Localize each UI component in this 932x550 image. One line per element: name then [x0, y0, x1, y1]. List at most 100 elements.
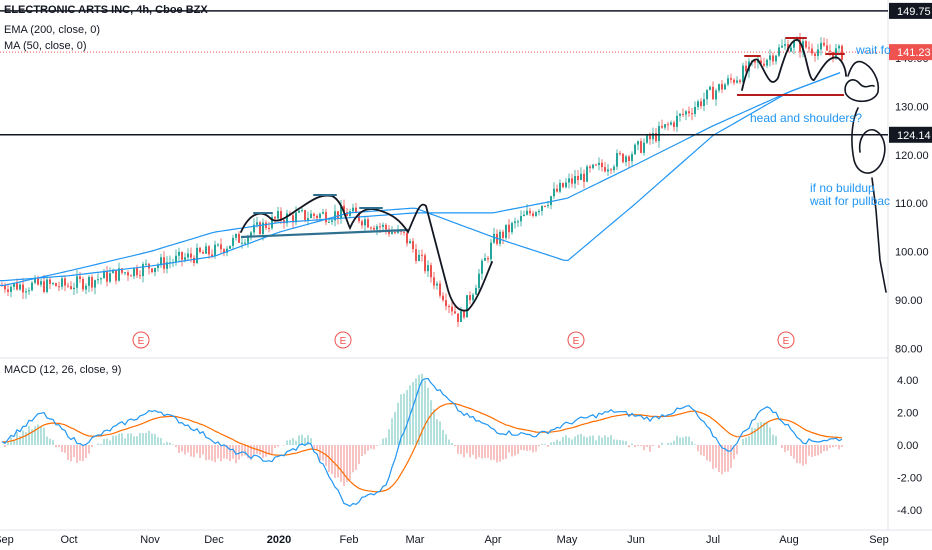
- candle-body: [481, 260, 483, 274]
- annotation-text-2: head and shoulders?: [750, 111, 862, 125]
- macd-histogram-bar: [223, 445, 225, 459]
- candle-body: [487, 258, 489, 260]
- projected-down-line: [871, 177, 887, 293]
- macd-histogram-bar: [241, 445, 243, 457]
- candle-body: [409, 241, 411, 244]
- annotations: wait fo head and shoulders? if no buildupw…: [240, 37, 891, 312]
- candle-body: [430, 265, 432, 278]
- macd-histogram-bar: [598, 435, 600, 445]
- candle-body: [754, 60, 756, 63]
- candle-body: [226, 248, 228, 253]
- candle-body: [784, 44, 786, 46]
- macd-histogram-bar: [838, 445, 840, 450]
- macd-histogram-bar: [478, 445, 480, 458]
- macd-histogram-bar: [718, 445, 720, 473]
- candle-body: [736, 80, 738, 83]
- candle-body: [127, 272, 129, 276]
- macd-legend[interactable]: MACD (12, 26, close, 9): [4, 364, 122, 376]
- candle-body: [613, 166, 615, 170]
- candle-body: [505, 224, 507, 238]
- macd-histogram-bar: [601, 437, 603, 445]
- candle-body: [328, 221, 330, 223]
- macd-histogram-bar: [493, 445, 495, 460]
- candle-body: [196, 247, 198, 264]
- candle-body: [790, 47, 792, 52]
- candle-body: [565, 182, 567, 188]
- macd-histogram-bar: [58, 445, 60, 447]
- macd-histogram-bar: [625, 441, 627, 445]
- macd-histogram-bar: [202, 445, 204, 455]
- candle-body: [445, 300, 447, 307]
- candle-body: [31, 282, 33, 291]
- macd-histogram-bar: [385, 437, 387, 445]
- macd-histogram-bar: [454, 445, 456, 447]
- candle-body: [538, 210, 540, 213]
- macd-histogram-bar: [25, 432, 27, 445]
- macd-histogram-bar: [796, 445, 798, 463]
- macd-histogram-bar: [307, 435, 309, 445]
- macd-histogram-bar: [112, 435, 114, 445]
- candle-body: [202, 252, 204, 254]
- macd-histogram-bar: [205, 445, 207, 461]
- last-price-badge: [889, 44, 932, 61]
- candle-body: [394, 232, 396, 234]
- candle-body: [760, 60, 762, 64]
- candle-body: [361, 221, 363, 226]
- macd-histogram-bar: [769, 427, 771, 445]
- candle-body: [274, 216, 276, 219]
- candle-body: [781, 45, 783, 48]
- candle-body: [832, 51, 834, 59]
- macd-histogram-bar: [505, 445, 507, 459]
- candle-body: [373, 227, 375, 230]
- macd-histogram-bar: [451, 443, 453, 445]
- candle-body: [625, 156, 627, 163]
- macd-histogram-bar: [580, 433, 582, 445]
- candle-body: [610, 169, 612, 171]
- macd-histogram-bar: [706, 445, 708, 461]
- candle-body: [298, 210, 300, 213]
- macd-histogram-bar: [595, 440, 597, 445]
- ema-legend[interactable]: EMA (200, close, 0): [4, 24, 100, 36]
- candle-body: [103, 270, 105, 279]
- candle-body: [94, 280, 96, 288]
- candle-body: [118, 268, 120, 281]
- macd-histogram-bar: [298, 435, 300, 445]
- candle-body: [406, 232, 408, 244]
- macd-histogram-bar: [520, 445, 522, 450]
- candle-body: [295, 212, 297, 223]
- candle-body: [763, 63, 765, 66]
- macd-histogram-bar: [358, 445, 360, 465]
- macd-histogram-bar: [607, 437, 609, 445]
- earnings-marker-label: E: [783, 336, 790, 347]
- candle-body: [442, 295, 444, 301]
- macd-histogram-bar: [832, 445, 834, 448]
- candle-body: [310, 213, 312, 219]
- level-price-label: 124.14: [897, 130, 931, 142]
- macd-histogram-bar: [619, 440, 621, 445]
- macd-histogram-bar: [535, 445, 537, 452]
- macd-histogram-bar: [565, 435, 567, 445]
- candle-body: [166, 262, 168, 269]
- candle-body: [649, 135, 651, 140]
- candle-body: [775, 55, 777, 62]
- macd-histogram-bar: [517, 445, 519, 455]
- candle-body: [64, 278, 66, 286]
- ma-legend[interactable]: MA (50, close, 0): [4, 40, 87, 52]
- macd-histogram-bar: [445, 434, 447, 445]
- candle-body: [511, 222, 513, 233]
- macd-histogram-bar: [637, 445, 639, 446]
- macd-tick-label: -2.00: [897, 472, 922, 484]
- candle-body: [571, 178, 573, 184]
- neckline-1: [240, 228, 409, 239]
- macd-histogram-bar: [676, 435, 678, 445]
- candle-body: [697, 101, 699, 107]
- candle-body: [619, 153, 621, 155]
- macd-histogram-bar: [367, 445, 369, 451]
- macd-histogram-bar: [301, 434, 303, 445]
- candle-body: [688, 111, 690, 114]
- candle-body: [451, 306, 453, 312]
- macd-histogram-bar: [286, 440, 288, 445]
- candle-body: [655, 133, 657, 142]
- macd-histogram-bar: [628, 445, 630, 448]
